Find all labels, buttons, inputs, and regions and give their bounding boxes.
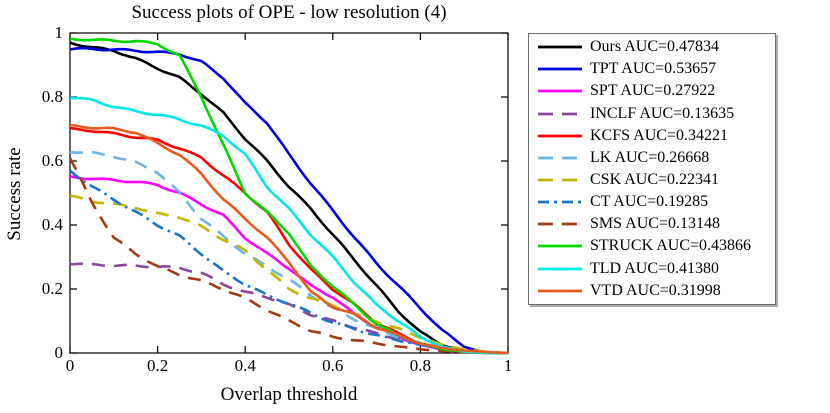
legend-line-csk [538, 178, 582, 182]
x-tick-label: 0.4 [234, 356, 256, 375]
legend-item-kcfs: KCFS AUC=0.34221 [529, 126, 775, 146]
curve-vtd [69, 123, 509, 355]
legend-item-vtd: VTD AUC=0.31998 [529, 281, 775, 301]
x-tick-label: 1 [503, 356, 513, 375]
legend-label: TLD AUC=0.41380 [590, 259, 720, 277]
legend-line-sms [538, 222, 582, 226]
legend-label: INCLF AUC=0.13635 [590, 104, 735, 122]
x-tick-label: 0 [65, 356, 75, 375]
legend-line-inclf [538, 112, 582, 115]
y-tick-label: 0.8 [41, 87, 63, 106]
plot-box [69, 32, 509, 354]
chart-title: Success plots of OPE - low resolution (4… [131, 2, 447, 23]
legend-line-kcfs [538, 134, 582, 138]
legend-item-struck: STRUCK AUC=0.43866 [529, 236, 775, 256]
y-tick-label: 0.4 [41, 215, 63, 234]
legend-line-spt [538, 89, 582, 93]
legend-label: SPT AUC=0.27922 [590, 82, 716, 100]
legend-item-inclf: INCLF AUC=0.13635 [529, 104, 775, 124]
legend-item-tld: TLD AUC=0.41380 [529, 259, 775, 279]
legend-line-struck [538, 245, 582, 248]
curve-struck [69, 37, 508, 355]
legend-line-ct [538, 200, 582, 204]
legend-item-spt: SPT AUC=0.27922 [529, 81, 775, 101]
curve-csk [69, 194, 509, 355]
legend-line-tpt [538, 67, 582, 71]
y-tick-label: 0.2 [41, 279, 63, 298]
y-tick-label: 0 [54, 343, 64, 362]
legend-label: SMS AUC=0.13148 [590, 215, 720, 233]
legend-item-tpt: TPT AUC=0.53657 [529, 59, 775, 79]
x-tick-label: 0.8 [409, 356, 432, 375]
legend-label: Ours AUC=0.47834 [590, 38, 720, 56]
legend-label: CSK AUC=0.22341 [590, 171, 720, 189]
legend-item-csk: CSK AUC=0.22341 [529, 170, 775, 190]
legend-line-lk [538, 156, 582, 160]
legend-label: LK AUC=0.26668 [590, 148, 710, 166]
legend-item-lk: LK AUC=0.26668 [529, 148, 775, 168]
tick-marks [69, 32, 509, 354]
legend-label: CT AUC=0.19285 [590, 193, 709, 211]
x-axis-label: Overlap threshold [220, 384, 358, 405]
legend-label: KCFS AUC=0.34221 [590, 126, 728, 144]
legend-item-ours: Ours AUC=0.47834 [529, 37, 775, 57]
legend-item-ct: CT AUC=0.19285 [529, 192, 775, 212]
legend-line-ours [538, 45, 582, 49]
legend-box: Ours AUC=0.47834 TPT AUC=0.53657 SPT AUC=0… [528, 33, 776, 305]
curve-tpt [69, 46, 508, 355]
curve-inclf [69, 262, 508, 355]
x-tick-label: 0.2 [146, 356, 169, 375]
curve-ours [69, 41, 508, 355]
legend-line-vtd [538, 289, 582, 293]
curve-sms [68, 157, 508, 355]
y-tick-label: 0.6 [41, 151, 63, 170]
legend-line-tld [538, 267, 582, 271]
y-tick-label: 1 [54, 23, 64, 42]
curve-tld [69, 96, 508, 355]
legend-label: TPT AUC=0.53657 [590, 60, 717, 78]
legend-label: STRUCK AUC=0.43866 [590, 237, 752, 255]
legend-label: VTD AUC=0.31998 [590, 281, 721, 299]
x-tick-label: 0.6 [322, 356, 344, 375]
legend-item-sms: SMS AUC=0.13148 [529, 214, 775, 234]
